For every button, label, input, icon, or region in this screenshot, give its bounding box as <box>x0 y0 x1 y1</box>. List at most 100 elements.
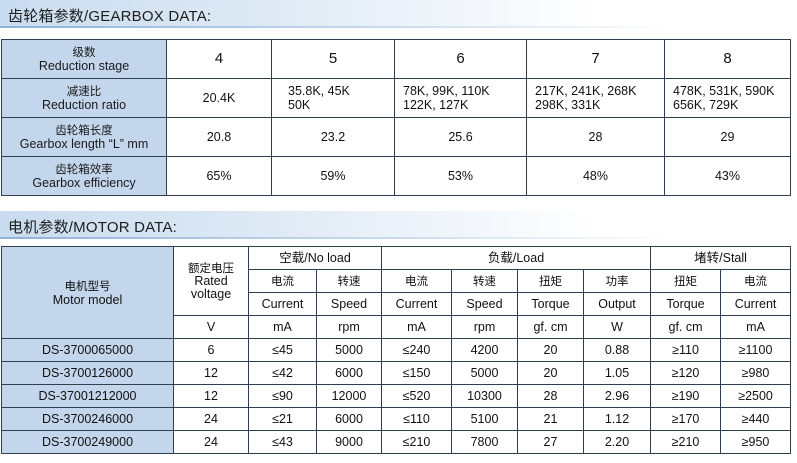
efficiency-cell: 59% <box>271 156 395 196</box>
column-header-en: Speed <box>451 292 518 316</box>
no-load-group-header: 空载/No load <box>248 246 382 270</box>
stage-cell: 4 <box>166 39 272 79</box>
efficiency-row: 齿轮箱效率 Gearbox efficiency 65% 59% 53% 48% … <box>1 156 791 196</box>
motor-data-cell: 21 <box>517 407 584 431</box>
motor-model-cell: DS-3700249000 <box>1 430 174 454</box>
column-unit: gf. cm <box>517 315 584 339</box>
motor-data-cell: ≤520 <box>381 384 452 408</box>
column-header-cn: 扭矩 <box>650 269 722 293</box>
efficiency-cell: 53% <box>394 156 527 196</box>
column-cn-header-row: 电流 转速 电流 转速 扭矩 功率 扭矩 电流 <box>2 269 792 293</box>
motor-data-cell: 5100 <box>451 407 518 431</box>
motor-data-cell: ≥110 <box>650 338 722 362</box>
motor-data-cell: ≥210 <box>650 430 722 454</box>
motor-data-cell: 2.20 <box>582 430 652 454</box>
stage-cell: 5 <box>271 39 395 79</box>
column-header-cn: 电流 <box>381 269 452 293</box>
column-unit: gf. cm <box>650 315 722 339</box>
motor-data-cell: 20 <box>517 361 584 385</box>
rated-voltage-header: 额定电压 Rated voltage <box>173 246 249 316</box>
stall-group-header: 堵转/Stall <box>650 246 792 270</box>
motor-section-title: 电机参数/MOTOR DATA: <box>8 219 178 236</box>
motor-data-cell: 6 <box>173 338 249 362</box>
motor-model-cell: DS-3700126000 <box>1 361 174 385</box>
motor-data-cell: ≤210 <box>381 430 452 454</box>
motor-data-cell: 0.88 <box>582 338 652 362</box>
efficiency-cell: 43% <box>664 156 791 196</box>
motor-data-cell: 12 <box>173 384 249 408</box>
motor-data-cell: 7800 <box>451 430 518 454</box>
motor-data-cell: ≥980 <box>720 361 792 385</box>
motor-data-cell: ≥950 <box>720 430 792 454</box>
motor-data-cell: ≥170 <box>650 407 722 431</box>
column-unit: mA <box>720 315 792 339</box>
motor-data-cell: 12 <box>173 361 249 385</box>
motor-data-cell: 6000 <box>316 361 382 385</box>
stage-label: 级数 Reduction stage <box>1 39 167 79</box>
motor-data-cell: ≤90 <box>248 384 317 408</box>
table-row: DS-3700249000 24 ≤43 9000 ≤210 7800 27 2.20 ≥210… <box>1 430 792 454</box>
motor-model-cell: DS-3700065000 <box>1 338 174 362</box>
efficiency-cell: 48% <box>526 156 665 196</box>
motor-data-cell: ≥2500 <box>720 384 792 408</box>
motor-data-cell: 20 <box>517 338 584 362</box>
column-en-header-row: Current Speed Current Speed Torque Outpu… <box>2 292 792 316</box>
motor-data-cell: 5000 <box>316 338 382 362</box>
length-cell: 28 <box>526 117 665 157</box>
motor-data-cell: 5000 <box>451 361 518 385</box>
efficiency-label: 齿轮箱效率 Gearbox efficiency <box>1 156 167 196</box>
motor-data-cell: ≤150 <box>381 361 452 385</box>
ratio-label: 减速比 Reduction ratio <box>1 78 167 118</box>
efficiency-cell: 65% <box>166 156 272 196</box>
gearbox-section-header: 齿轮箱参数/GEARBOX DATA: <box>0 0 797 28</box>
table-row: DS-37001212000 12 ≤90 12000 ≤520 10300 28 2.96 ≥… <box>1 384 792 408</box>
column-header-cn: 电流 <box>248 269 317 293</box>
motor-data-cell: ≥190 <box>650 384 722 408</box>
length-cell: 23.2 <box>271 117 395 157</box>
motor-data-cell: ≤21 <box>248 407 317 431</box>
motor-data-cell: 24 <box>173 430 249 454</box>
motor-data-cell: 12000 <box>316 384 382 408</box>
column-unit: mA <box>381 315 452 339</box>
gearbox-section-title: 齿轮箱参数/GEARBOX DATA: <box>8 8 212 25</box>
stage-row: 级数 Reduction stage 4 5 6 7 8 <box>1 39 791 79</box>
table-row: DS-3700126000 12 ≤42 6000 ≤150 5000 20 1.05 ≥120… <box>1 361 792 385</box>
motor-data-cell: 1.12 <box>582 407 652 431</box>
length-cell: 20.8 <box>166 117 272 157</box>
motor-data-cell: 2.96 <box>582 384 652 408</box>
length-row: 齿轮箱长度 Gearbox length “L” mm 20.8 23.2 25.… <box>1 117 791 157</box>
motor-data-cell: 28 <box>517 384 584 408</box>
motor-model-header: 电机型号 Motor model <box>1 246 174 339</box>
ratio-cell: 217K, 241K, 268K 298K, 331K <box>526 78 665 118</box>
column-header-en: Torque <box>517 292 584 316</box>
motor-data-cell: 10300 <box>451 384 518 408</box>
motor-data-cell: 24 <box>173 407 249 431</box>
column-unit: rpm <box>316 315 382 339</box>
motor-data-cell: ≥440 <box>720 407 792 431</box>
table-row: DS-3700246000 24 ≤21 6000 ≤110 5100 21 1.12 ≥170… <box>1 407 792 431</box>
motor-data-cell: 4200 <box>451 338 518 362</box>
stage-cell: 8 <box>664 39 791 79</box>
motor-data-cell: 1.05 <box>582 361 652 385</box>
voltage-unit: V <box>173 315 249 339</box>
column-header-en: Torque <box>650 292 722 316</box>
length-label: 齿轮箱长度 Gearbox length “L” mm <box>1 117 167 157</box>
column-header-en: Output <box>582 292 652 316</box>
column-unit: W <box>582 315 652 339</box>
motor-data-cell: ≥1100 <box>720 338 792 362</box>
column-header-cn: 转速 <box>316 269 382 293</box>
motor-data-cell: ≤110 <box>381 407 452 431</box>
column-header-en: Speed <box>316 292 382 316</box>
load-group-header: 负载/Load <box>380 246 652 270</box>
column-unit: mA <box>248 315 317 339</box>
table-row: DS-3700065000 6 ≤45 5000 ≤240 4200 20 0.88 ≥110 ≥… <box>1 338 792 362</box>
ratio-cell: 20.4K <box>166 78 272 118</box>
group-header-row: 电机型号 Motor model 额定电压 Rated voltage 空载/N… <box>1 246 792 339</box>
column-header-cn: 转速 <box>451 269 518 293</box>
motor-data-cell: ≤43 <box>248 430 317 454</box>
motor-section-header: 电机参数/MOTOR DATA: <box>0 211 797 239</box>
column-header-cn: 电流 <box>720 269 792 293</box>
column-header-en: Current <box>720 292 792 316</box>
ratio-cell: 35.8K, 45K 50K <box>271 78 395 118</box>
length-cell: 25.6 <box>394 117 527 157</box>
